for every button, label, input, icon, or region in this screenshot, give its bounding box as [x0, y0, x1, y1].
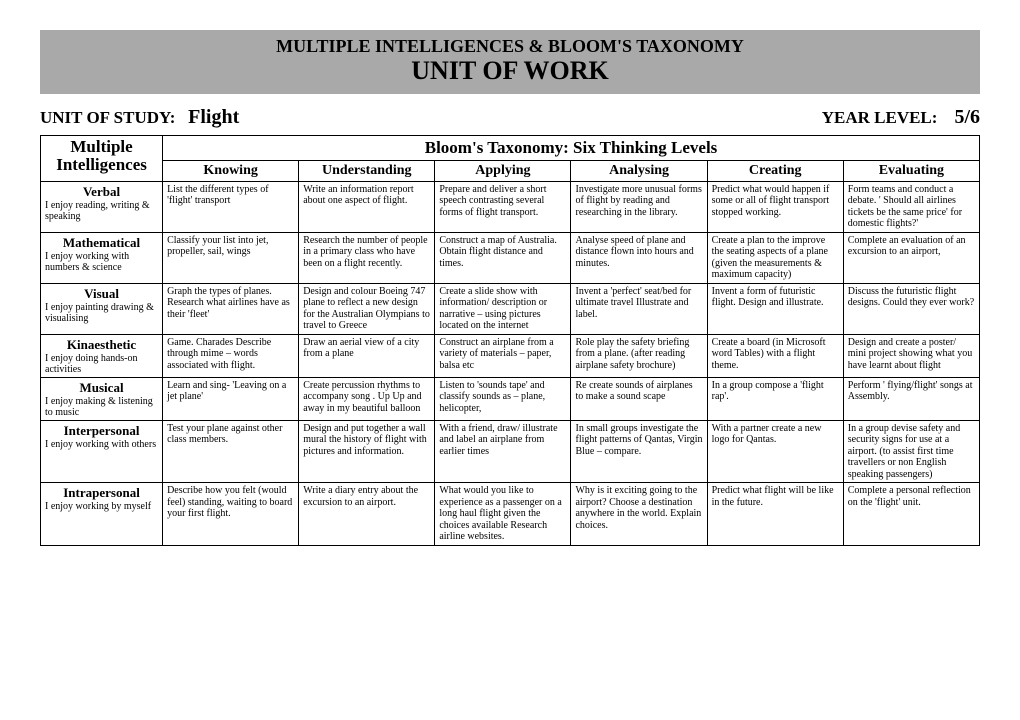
mi-name: Verbal — [45, 184, 158, 200]
activity-cell: Perform ' flying/flight' songs at Assemb… — [843, 377, 979, 420]
activity-cell: Create a plan to the improve the seating… — [707, 232, 843, 283]
activity-cell: Complete an evaluation of an excursion t… — [843, 232, 979, 283]
mi-name: Visual — [45, 286, 158, 302]
mi-desc: I enjoy working with others — [45, 439, 158, 450]
activity-cell: Design and put together a wall mural the… — [299, 420, 435, 483]
activity-cell: Classify your list into jet, propeller, … — [163, 232, 299, 283]
activity-cell: Graph the types of planes. Research what… — [163, 283, 299, 334]
activity-cell: Predict what flight will be like in the … — [707, 483, 843, 546]
bloom-header: Bloom's Taxonomy: Six Thinking Levels — [163, 135, 980, 160]
banner-subtitle: MULTIPLE INTELLIGENCES & BLOOM'S TAXONOM… — [40, 36, 980, 57]
activity-cell: Construct a map of Australia. Obtain fli… — [435, 232, 571, 283]
title-banner: MULTIPLE INTELLIGENCES & BLOOM'S TAXONOM… — [40, 30, 980, 94]
mi-cell: MathematicalI enjoy working with numbers… — [41, 232, 163, 283]
activity-cell: Test your plane against other class memb… — [163, 420, 299, 483]
mi-cell: MusicalI enjoy making & listening to mus… — [41, 377, 163, 420]
mi-name: Kinaesthetic — [45, 337, 158, 353]
year-value: 5/6 — [954, 106, 980, 128]
mi-name: Mathematical — [45, 235, 158, 251]
mi-cell: VerbalI enjoy reading, writing & speakin… — [41, 181, 163, 232]
levels-row: Knowing Understanding Applying Analysing… — [41, 160, 980, 181]
mi-cell: IntrapersonalI enjoy working by myself — [41, 483, 163, 546]
mi-desc: I enjoy working with numbers & science — [45, 251, 158, 273]
mi-desc: I enjoy making & listening to music — [45, 396, 158, 418]
table-row: InterpersonalI enjoy working with others… — [41, 420, 980, 483]
activity-cell: With a partner create a new logo for Qan… — [707, 420, 843, 483]
activity-cell: Research the number of people in a prima… — [299, 232, 435, 283]
mi-desc: I enjoy doing hands-on activities — [45, 353, 158, 375]
activity-cell: Design and create a poster/ mini project… — [843, 334, 979, 377]
activity-cell: Write a diary entry about the excursion … — [299, 483, 435, 546]
mi-cell: VisualI enjoy painting drawing & visuali… — [41, 283, 163, 334]
meta-row: UNIT OF STUDY: Flight YEAR LEVEL: 5/6 — [40, 106, 980, 129]
activity-cell: In a group devise safety and security si… — [843, 420, 979, 483]
mi-header: Multiple Intelligences — [41, 135, 163, 181]
activity-cell: In small groups investigate the flight p… — [571, 420, 707, 483]
mi-desc: I enjoy reading, writing & speaking — [45, 200, 158, 222]
activity-cell: Design and colour Boeing 747 plane to re… — [299, 283, 435, 334]
activity-cell: Why is it exciting going to the airport?… — [571, 483, 707, 546]
activity-cell: Complete a personal reflection on the 'f… — [843, 483, 979, 546]
activity-cell: Construct an airplane from a variety of … — [435, 334, 571, 377]
table-row: VisualI enjoy painting drawing & visuali… — [41, 283, 980, 334]
activity-cell: Discuss the futuristic flight designs. C… — [843, 283, 979, 334]
activity-cell: Draw an aerial view of a city from a pla… — [299, 334, 435, 377]
grid-table: Multiple Intelligences Bloom's Taxonomy:… — [40, 135, 980, 546]
activity-cell: Create percussion rhythms to accompany s… — [299, 377, 435, 420]
table-row: MusicalI enjoy making & listening to mus… — [41, 377, 980, 420]
level-creating: Creating — [707, 160, 843, 181]
activity-cell: Listen to 'sounds tape' and classify sou… — [435, 377, 571, 420]
mi-cell: InterpersonalI enjoy working with others — [41, 420, 163, 483]
activity-cell: Create a slide show with information/ de… — [435, 283, 571, 334]
mi-cell: KinaestheticI enjoy doing hands-on activ… — [41, 334, 163, 377]
level-evaluating: Evaluating — [843, 160, 979, 181]
banner-title: UNIT OF WORK — [40, 57, 980, 86]
activity-cell: What would you like to experience as a p… — [435, 483, 571, 546]
table-row: VerbalI enjoy reading, writing & speakin… — [41, 181, 980, 232]
unit-of-study: UNIT OF STUDY: Flight — [40, 106, 239, 129]
activity-cell: List the different types of 'flight' tra… — [163, 181, 299, 232]
table-row: KinaestheticI enjoy doing hands-on activ… — [41, 334, 980, 377]
activity-cell: Learn and sing- 'Leaving on a jet plane' — [163, 377, 299, 420]
activity-cell: Form teams and conduct a debate. ' Shoul… — [843, 181, 979, 232]
level-knowing: Knowing — [163, 160, 299, 181]
activity-cell: Invent a form of futuristic flight. Desi… — [707, 283, 843, 334]
activity-cell: Predict what would happen if some or all… — [707, 181, 843, 232]
activity-cell: Create a board (in Microsoft word Tables… — [707, 334, 843, 377]
study-label: UNIT OF STUDY: — [40, 108, 175, 127]
level-understanding: Understanding — [299, 160, 435, 181]
activity-cell: Describe how you felt (would feel) stand… — [163, 483, 299, 546]
activity-cell: In a group compose a 'flight rap'. — [707, 377, 843, 420]
table-row: MathematicalI enjoy working with numbers… — [41, 232, 980, 283]
activity-cell: Re create sounds of airplanes to make a … — [571, 377, 707, 420]
mi-name: Intrapersonal — [45, 485, 158, 501]
activity-cell: Role play the safety briefing from a pla… — [571, 334, 707, 377]
activity-cell: Prepare and deliver a short speech contr… — [435, 181, 571, 232]
year-label: YEAR LEVEL: — [822, 108, 938, 127]
activity-cell: Investigate more unusual forms of flight… — [571, 181, 707, 232]
study-value: Flight — [188, 106, 239, 128]
level-applying: Applying — [435, 160, 571, 181]
mi-name: Musical — [45, 380, 158, 396]
mi-desc: I enjoy painting drawing & visualising — [45, 302, 158, 324]
mi-name: Interpersonal — [45, 423, 158, 439]
table-row: IntrapersonalI enjoy working by myselfDe… — [41, 483, 980, 546]
year-level: YEAR LEVEL: 5/6 — [822, 106, 980, 129]
activity-cell: Write an information report about one as… — [299, 181, 435, 232]
mi-desc: I enjoy working by myself — [45, 501, 158, 512]
activity-cell: With a friend, draw/ illustrate and labe… — [435, 420, 571, 483]
level-analysing: Analysing — [571, 160, 707, 181]
activity-cell: Game. Charades Describe through mime – w… — [163, 334, 299, 377]
activity-cell: Invent a 'perfect' seat/bed for ultimate… — [571, 283, 707, 334]
activity-cell: Analyse speed of plane and distance flow… — [571, 232, 707, 283]
